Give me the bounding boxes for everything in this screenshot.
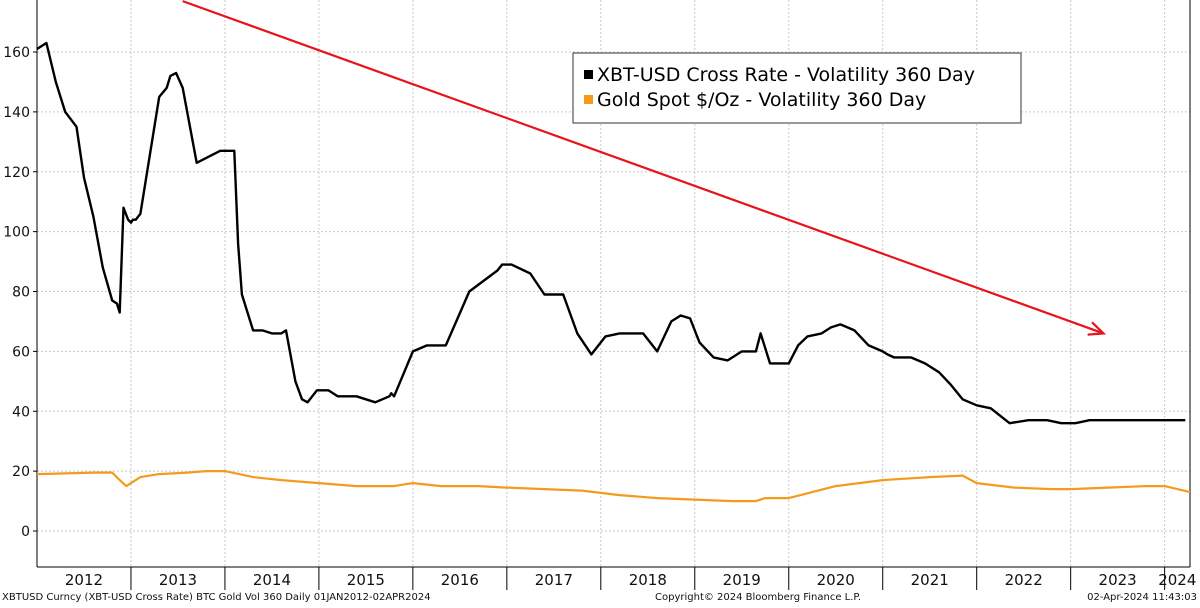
y-tick-label: 60 <box>12 344 30 360</box>
x-tick-label: 2021 <box>911 571 949 589</box>
x-tick-label: 2015 <box>347 571 385 589</box>
footer-source: XBTUSD Curncy (XBT-USD Cross Rate) BTC G… <box>2 592 431 603</box>
y-tick-label: 20 <box>12 464 30 480</box>
x-tick-label: 2017 <box>535 571 573 589</box>
y-tick-label: 0 <box>21 524 30 540</box>
y-tick-label: 140 <box>3 105 30 121</box>
x-tick-label: 2012 <box>65 571 103 589</box>
footer-timestamp: 02-Apr-2024 11:43:03 <box>1087 592 1197 603</box>
x-tick-label: 2022 <box>1005 571 1043 589</box>
legend-label-gold: Gold Spot $/Oz - Volatility 360 Day <box>597 89 926 111</box>
gridlines <box>37 0 1190 567</box>
x-tick-label: 2018 <box>629 571 667 589</box>
trend-arrow-head <box>1087 321 1107 336</box>
x-tick-label: 2016 <box>441 571 479 589</box>
y-tick-label: 40 <box>12 404 30 420</box>
series-line-gold-volatility <box>36 470 1191 503</box>
series-layer <box>36 41 1191 503</box>
legend-box <box>572 52 1022 124</box>
y-tick-label: 160 <box>3 45 30 61</box>
x-tick-label: 2024 <box>1158 571 1196 589</box>
x-tick-label: 2023 <box>1099 571 1137 589</box>
x-tick-label: 2014 <box>253 571 291 589</box>
annotation-layer <box>182 0 1107 336</box>
legend: XBT-USD Cross Rate - Volatility 360 Day … <box>572 52 1022 124</box>
x-tick-label: 2020 <box>817 571 855 589</box>
legend-swatch-gold <box>584 95 593 104</box>
y-tick-label: 80 <box>12 285 30 301</box>
footer-copyright: Copyright© 2024 Bloomberg Finance L.P. <box>655 592 861 603</box>
y-tick-label: 120 <box>3 165 30 181</box>
trend-arrow-line <box>182 0 1104 335</box>
y-tick-label: 100 <box>3 225 30 241</box>
series-line-btc-volatility <box>36 41 1186 425</box>
footer: XBTUSD Curncy (XBT-USD Cross Rate) BTC G… <box>2 592 1197 603</box>
x-tick-label: 2013 <box>159 571 197 589</box>
legend-label-btc: XBT-USD Cross Rate - Volatility 360 Day <box>597 64 975 86</box>
axes: 0 20 40 60 80 100 120 140 160 2012 2013 2014 2015 201… <box>3 0 1196 590</box>
legend-swatch-btc <box>584 70 593 79</box>
x-tick-label: 2019 <box>723 571 761 589</box>
